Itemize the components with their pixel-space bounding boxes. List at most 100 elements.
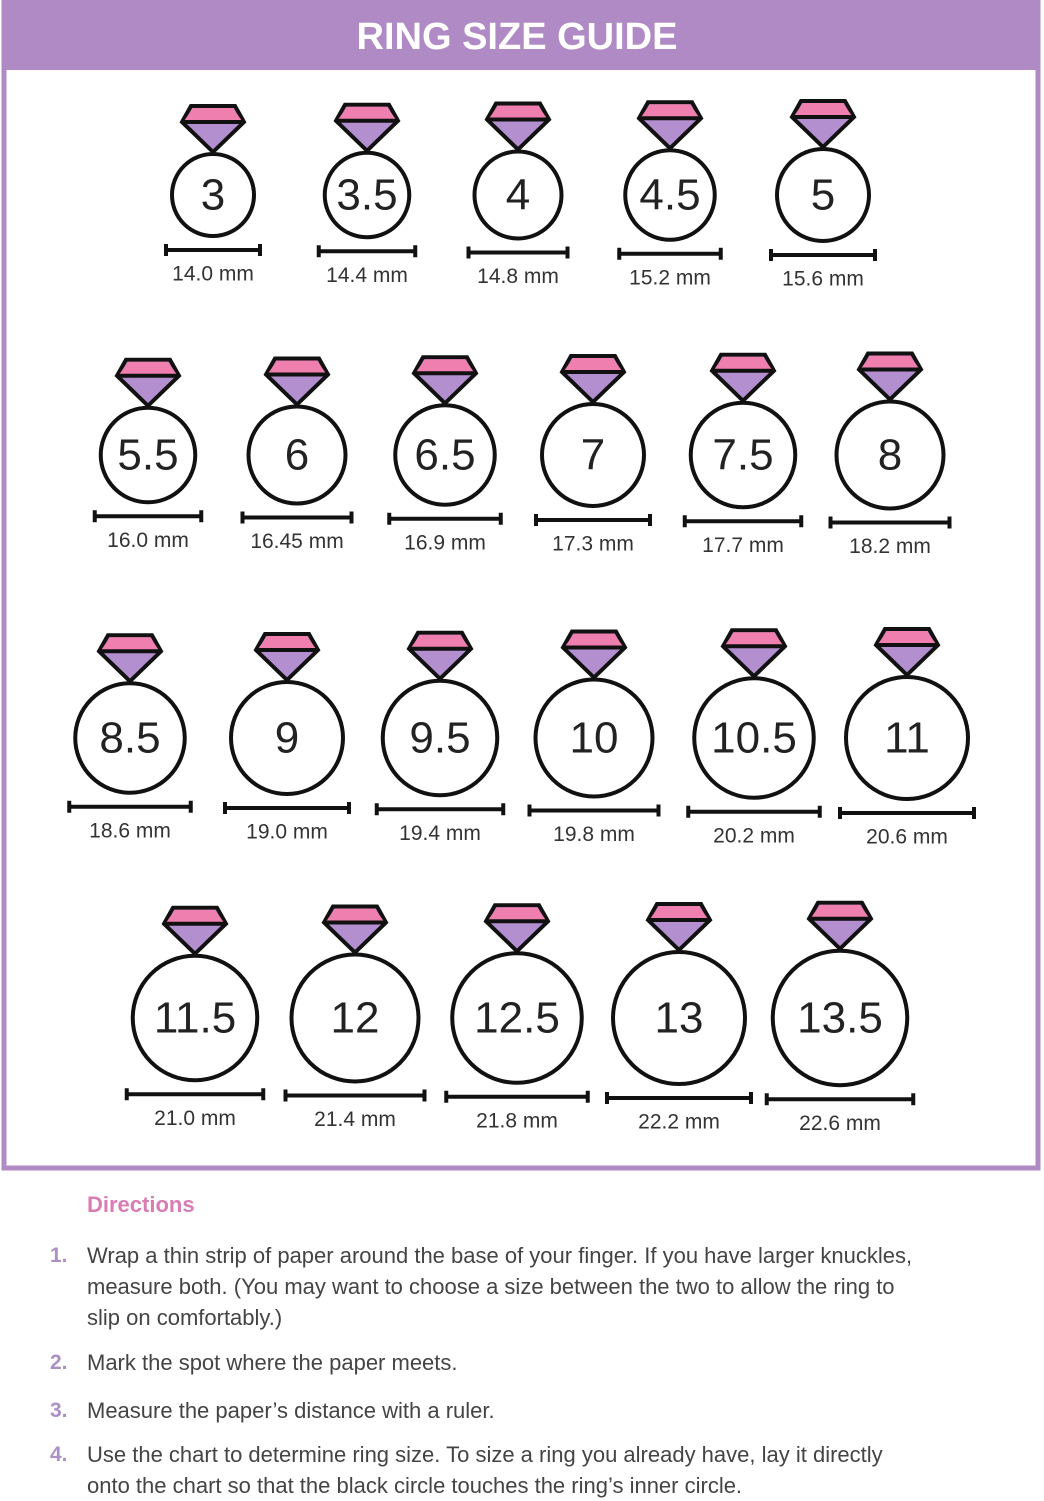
- header-title: RING SIZE GUIDE: [357, 16, 678, 58]
- ring-diameter: 22.6 mm: [799, 1112, 881, 1135]
- ring-diameter: 21.4 mm: [314, 1108, 396, 1131]
- ring: [130, 953, 260, 1083]
- ring-size: 10: [570, 714, 619, 763]
- ring: [844, 675, 970, 801]
- gem-top: [119, 361, 177, 375]
- gem-top: [811, 904, 869, 918]
- ring: [246, 404, 348, 506]
- ring-size: 13.5: [797, 994, 883, 1043]
- ring-diameter: 17.3 mm: [552, 533, 634, 556]
- ring-size: 7: [581, 431, 605, 480]
- ring-diameter: 16.0 mm: [107, 529, 189, 552]
- step-number: 3.: [50, 1399, 68, 1422]
- ring: [533, 677, 655, 799]
- ring-size: 8.5: [99, 714, 160, 763]
- ring-diameter: 16.45 mm: [250, 530, 343, 553]
- ring-diameter: 19.8 mm: [553, 823, 635, 846]
- step-number: 2.: [50, 1351, 68, 1374]
- ring: [692, 676, 816, 800]
- ring: [322, 150, 412, 240]
- ring: [450, 951, 584, 1085]
- header-band: [2, 0, 1040, 70]
- ring: [623, 148, 717, 242]
- ring-diameter: 18.2 mm: [849, 535, 931, 558]
- ring: [380, 678, 500, 798]
- step-text: Mark the spot where the paper meets.: [87, 1350, 458, 1375]
- gem-top: [794, 103, 852, 116]
- gem-top: [489, 105, 547, 119]
- ring-size: 8: [878, 431, 902, 480]
- ring-size: 6.5: [414, 431, 475, 480]
- ring-diameter: 21.0 mm: [154, 1107, 236, 1130]
- ring-diameter: 14.8 mm: [477, 265, 559, 288]
- ring-diameter: 19.4 mm: [399, 822, 481, 845]
- step-number: 1.: [50, 1244, 68, 1267]
- gem-top: [878, 631, 936, 644]
- ring-size: 5.5: [117, 431, 178, 480]
- ring: [472, 149, 564, 241]
- gem-top: [725, 632, 783, 646]
- ring-size: 10.5: [711, 714, 797, 763]
- ring-diameter: 15.2 mm: [629, 266, 711, 289]
- ring-diameter: 18.6 mm: [89, 819, 171, 842]
- gem-top: [184, 108, 242, 121]
- ring: [611, 950, 747, 1086]
- ring-diameter: 21.8 mm: [476, 1109, 558, 1132]
- ring-size: 3: [201, 171, 225, 220]
- gem-top: [338, 106, 396, 120]
- ring: [540, 402, 646, 508]
- gem-top: [641, 104, 699, 118]
- ring-size: 9: [275, 714, 299, 763]
- ring-diameter: 22.2 mm: [638, 1111, 720, 1134]
- step-text: Wrap a thin strip of paper around the ba…: [87, 1243, 913, 1330]
- gem-top: [166, 909, 224, 923]
- ring: [289, 952, 421, 1084]
- ring: [98, 405, 198, 505]
- ring-diameter: 20.6 mm: [866, 826, 948, 849]
- gem-top: [488, 907, 546, 921]
- ring-diameter: 20.2 mm: [713, 824, 795, 847]
- ring-size: 3.5: [336, 171, 397, 220]
- ring-size: 6: [285, 431, 309, 480]
- ring: [393, 403, 497, 507]
- step-text: Use the chart to determine ring size. To…: [87, 1442, 883, 1498]
- ring: [688, 400, 798, 510]
- ring: [229, 680, 345, 796]
- ring-diameter: 17.7 mm: [702, 534, 784, 557]
- ring: [170, 152, 256, 238]
- gem-top: [268, 360, 326, 374]
- ring-diameter: 15.6 mm: [782, 268, 864, 291]
- ring-size: 11: [884, 714, 930, 763]
- ring-chart: RING SIZE GUIDE 3 14.0 mm 3.5 14.4 mm 4 14.8 …: [1, 0, 1041, 1171]
- ring-size: 4: [506, 171, 530, 220]
- gem-top: [411, 634, 469, 648]
- ring-diameter: 14.4 mm: [326, 264, 408, 287]
- ring-diameter: 19.0 mm: [246, 821, 328, 844]
- ring-size: 11.5: [154, 994, 236, 1043]
- gem-top: [416, 359, 474, 373]
- gem-top: [650, 906, 708, 919]
- gem-top: [714, 356, 772, 370]
- ring: [834, 399, 946, 511]
- gem-top: [101, 637, 159, 651]
- ring-size: 13: [655, 994, 704, 1043]
- ring: [775, 147, 871, 243]
- ring-size: 5: [811, 171, 835, 220]
- ring-size: 12: [331, 994, 380, 1043]
- gem-top: [564, 358, 622, 371]
- step-number: 4.: [50, 1443, 68, 1466]
- ring-size: 12.5: [474, 994, 560, 1043]
- gem-top: [861, 355, 919, 369]
- gem-top: [258, 636, 316, 649]
- step-text: Measure the paper’s distance with a rule…: [87, 1398, 495, 1423]
- ring-size: 9.5: [409, 714, 470, 763]
- ring: [770, 948, 910, 1088]
- gem-top: [565, 633, 623, 647]
- ring: [73, 681, 187, 795]
- directions-title: Directions: [87, 1192, 195, 1217]
- gem-top: [326, 908, 384, 922]
- ring-size: 7.5: [712, 431, 773, 480]
- ring-size: 4.5: [639, 171, 700, 220]
- ring-diameter: 14.0 mm: [172, 263, 254, 286]
